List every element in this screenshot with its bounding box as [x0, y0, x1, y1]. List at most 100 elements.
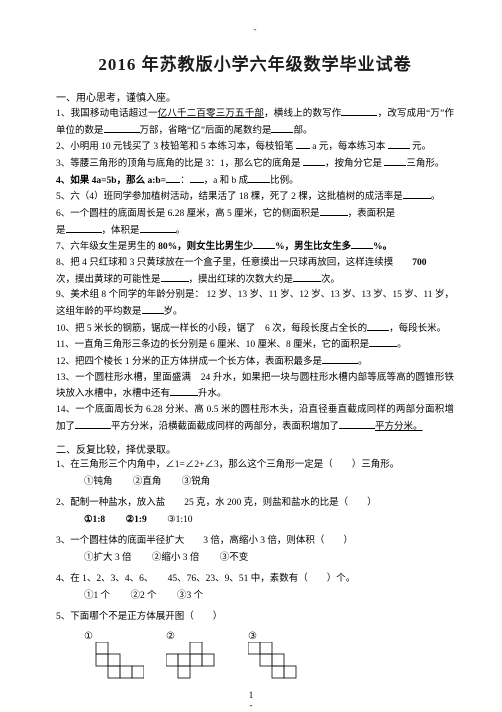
q12: 12、把四个棱长 1 分米的正方体拼成一个长方体，表面积最多是 。: [56, 354, 454, 371]
cube-nets-row: ① ②: [56, 625, 454, 682]
q2-e: 元。: [412, 142, 431, 152]
blank: [322, 354, 358, 364]
blank: [161, 272, 189, 282]
q9-c: 岁。: [164, 307, 183, 317]
s2-q2: 2、配制一种盐水，放入盐 25 克，水 200 克，则盐和盐水的比是（ ）: [56, 496, 454, 512]
opt-label-1: ①: [84, 631, 93, 642]
q9-a: 9、美术组 8 个同学的年龄分别是：: [56, 290, 204, 300]
blank: [296, 139, 310, 149]
q14-a: 14、一个底面周长为: [56, 405, 143, 415]
q8-a: 8、把 4 只红球和 3 只黄球放在一个盒子里，任意摸出一只球再放回，这样连续摸: [56, 258, 393, 268]
s2-q3: 3、一个圆柱体的底面半径扩大 3 倍，高缩小 3 倍，则体积（ ）: [56, 534, 454, 550]
q5-b: 。: [431, 192, 441, 202]
q12-b: 。: [358, 357, 368, 367]
opt-a: ①1:8: [84, 515, 105, 525]
q10-a: 10、把 5 米长的钢筋，锯成一样长的小段，锯了: [56, 324, 256, 334]
q2-b: 3 枝铅笔和: [153, 142, 198, 152]
q1-text-d: 万部，省略“亿”后面的尾数约是: [140, 126, 272, 136]
page-title: 2016 年苏教版小学六年级数学毕业试卷: [56, 50, 454, 75]
blank: [140, 223, 176, 233]
blank: [142, 304, 164, 314]
blank: [369, 337, 397, 347]
q8-c: 次，摸出黄球的可能性是: [56, 275, 161, 285]
q2-a: 2、小明用 10 元钱买了: [56, 142, 151, 152]
blank: [339, 419, 375, 429]
opt-c: ③3 个: [177, 591, 203, 601]
q8: 8、把 4 只红球和 3 只黄球放在一个盒子里，任意摸出一只球再放回，这样连续摸…: [56, 256, 454, 288]
q11-c: 。: [397, 340, 407, 350]
blank: [367, 321, 389, 331]
q7-c: %，男生比女生多: [275, 242, 351, 252]
blank: [293, 272, 321, 282]
q14-d: 平方分米。: [375, 422, 423, 432]
opt-a: ①1 个: [84, 591, 110, 601]
q3-d: 三角形。: [406, 159, 444, 169]
q5: 5、六（4）班同学参加植树活动，结果活了 18 棵，死了 2 棵，这批植树的成活…: [56, 189, 454, 206]
q10: 10、把 5 米长的钢筋，锯成一样长的小段，锯了 6 次，每段长度占全长的，每段…: [56, 321, 454, 338]
q3-a: 3、等腰三角形的顶角与底角的比是: [56, 159, 203, 169]
q2-d: a 元，每本练习本: [312, 142, 385, 152]
q8-b: 700: [412, 258, 426, 268]
q6-a: 6、一个圆柱的底面周长是: [56, 209, 165, 219]
header-dash: -: [56, 24, 454, 38]
q5-a: 5、六（4）班同学参加植树活动，结果活了 18 棵，死了 2 棵，这批植树的成活…: [56, 192, 403, 202]
q1-text-b: ，横线上的数写作: [264, 109, 341, 119]
opt-c: ③1:10: [167, 515, 192, 525]
opt-c: ③锐角: [182, 477, 211, 487]
s2-q4-opts: ①1 个 ②2 个 ③3 个: [56, 588, 454, 604]
blank: [66, 223, 102, 233]
footer-dash: -: [0, 700, 502, 710]
blank: [170, 386, 198, 396]
section-1-heading: 一、用心思考，谨慎入座。: [56, 89, 454, 104]
q8-d: ，摸出红球的次数大约是: [189, 275, 294, 285]
cube-net-1: ①: [84, 631, 144, 682]
s2-q5: 5、下面哪个不是正方体展开图（ ）: [56, 610, 454, 626]
q14-c: 平方分米，沿横截面截成同样的两部分，表面积增加了: [111, 422, 339, 432]
s2-q3-opts: ①扩大 3 倍 ②缩小 3 倍 ③不变: [56, 550, 454, 566]
q11-a: 11、一直角三角形三条边的长分别是: [56, 340, 208, 350]
blank: [75, 419, 111, 429]
net-svg-1: [84, 642, 144, 682]
q12-a: 12、把四个棱长 1 分米的正方体拼成一个长方体，表面积最多是: [56, 357, 322, 367]
q9: 9、美术组 8 个同学的年龄分别是： 12 岁、13 岁、11 岁、12 岁、1…: [56, 288, 454, 320]
opt-a: ①钝角: [84, 477, 113, 487]
q7: 7、六年级女生是男生的 80%，则女生比男生少%，男生比女生多%。: [56, 239, 454, 256]
q1-text-a: 1、我国移动电话超过一: [56, 109, 158, 119]
s2-q1-opts: ①钝角 ②直角 ③锐角: [56, 474, 454, 490]
net-svg-2: [166, 642, 226, 682]
q13-c: 升水。: [198, 389, 227, 399]
q1: 1、我国移动电话超过一亿八千二百零三万五千部，横线上的数写作，改写成用“万”作单…: [56, 106, 454, 139]
q13: 13、一个圆柱形水槽，里面盛满 24 升水，如果把一块与圆柱形水槽内部等底等高的…: [56, 371, 454, 403]
opt-label-2: ②: [166, 631, 175, 642]
q6: 6、一个圆柱的底面周长是 6.28 厘米，高 5 厘米，它的侧面积是，表面积是是…: [56, 206, 454, 239]
q4-c: ，a 和 b 成: [204, 176, 249, 186]
q6-e: ，体积是: [102, 226, 140, 236]
q4-a: 4、如果 4a=5b，那么 a:b=: [56, 176, 166, 186]
opt-a: ①扩大 3 倍: [84, 553, 132, 563]
q4: 4、如果 4a=5b，那么 a:b=：，a 和 b 成比例。: [56, 173, 454, 190]
q4-d: 比例。: [270, 176, 299, 186]
q1-underline: 亿八千二百零三万五千部: [158, 109, 264, 119]
q1-text-e: 部。: [293, 126, 312, 136]
opt-c: ③不变: [220, 553, 249, 563]
page-number: 1: [0, 690, 502, 700]
blank: [271, 123, 293, 133]
net-svg-3: [248, 642, 308, 682]
q2-c: 5 本练习本，每枝铅笔: [201, 142, 294, 152]
s2-q2-opts: ①1:8 ②1:9 ③1:10: [56, 512, 454, 528]
blank: [253, 239, 275, 249]
q2: 2、小明用 10 元钱买了 3 枝铅笔和 5 本练习本，每枝铅笔 a 元，每本练…: [56, 139, 454, 156]
q11-b: 6 厘米、10 厘米、8 厘米，它的面积是: [210, 340, 369, 350]
opt-b: ②直角: [133, 477, 162, 487]
q7-d: %。: [373, 242, 392, 252]
s2-q4: 4、在 1、2、3、4、6、 45、76、23、9、51 中，素数有（ ）个。: [56, 572, 454, 588]
opt-b: ②1:9: [126, 515, 147, 525]
q8-e: 次。: [321, 275, 340, 285]
q3: 3、等腰三角形的顶角与底角的比是 3：1，那么它的底角是 ，按角分它是 三角形。: [56, 156, 454, 173]
blank: [388, 139, 410, 149]
q6-d: ，表面积是: [348, 209, 396, 219]
blank: [104, 123, 140, 133]
blank: [351, 239, 373, 249]
blank: [166, 173, 180, 183]
blank: [303, 156, 325, 166]
